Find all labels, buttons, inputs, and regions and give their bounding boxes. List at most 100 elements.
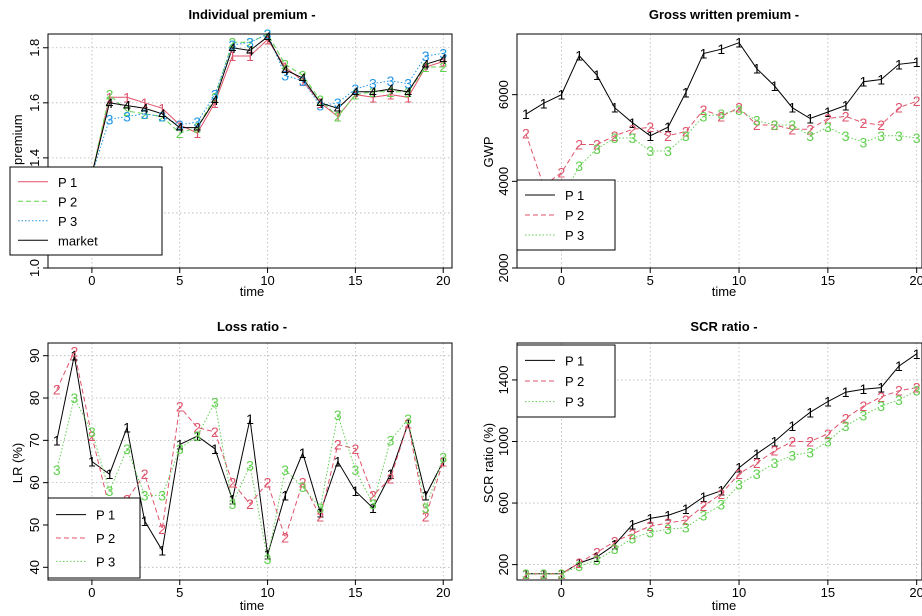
data-point-marker: 3: [70, 390, 78, 406]
y-tick-label: 4000: [496, 167, 511, 196]
data-point-marker: 3: [176, 441, 184, 457]
x-tick-label: 0: [558, 273, 565, 288]
data-point-marker: 1: [158, 100, 166, 116]
data-point-marker: 3: [281, 67, 289, 83]
data-point-marker: 2: [351, 87, 359, 103]
data-point-marker: 1: [664, 507, 672, 523]
data-point-marker: 2: [316, 92, 324, 108]
panel-2-ylabel: GWP: [481, 136, 496, 167]
data-point-marker: 1: [771, 78, 779, 94]
data-point-marker: 2: [859, 115, 867, 131]
data-point-marker: 2: [246, 496, 254, 512]
panel-4-title: SCR ratio -: [690, 319, 757, 334]
data-point-marker: 3: [404, 411, 412, 427]
data-point-marker: 1: [369, 89, 377, 105]
data-point-marker: 1: [913, 346, 921, 362]
data-point-marker: 3: [629, 530, 637, 546]
data-point-marker: 2: [88, 428, 96, 444]
panel-4-xlabel: time: [712, 598, 737, 613]
data-point-marker: 1: [593, 549, 601, 565]
data-point-marker: 2: [895, 383, 903, 399]
y-tick-label: 1.6: [27, 94, 42, 112]
data-point-marker: 2: [540, 566, 548, 582]
x-tick-label: 20: [909, 273, 922, 288]
data-point-marker: 2: [522, 566, 530, 582]
data-point-marker: 2: [806, 121, 814, 137]
x-tick-label: 10: [260, 273, 274, 288]
y-tick-label: 80: [27, 391, 42, 405]
data-point-marker: 1: [316, 95, 324, 111]
data-point-marker: 2: [387, 84, 395, 100]
data-point-marker: 3: [53, 462, 61, 478]
data-point-marker: 3: [842, 128, 850, 144]
data-point-marker: 1: [753, 446, 761, 462]
panel-2-xlabel: time: [712, 284, 737, 299]
legend: P 1 P 2 P 3: [516, 344, 616, 418]
data-point-marker: 3: [859, 407, 867, 423]
data-point-marker: 3: [299, 479, 307, 495]
y-tick-label: 90: [27, 348, 42, 362]
data-point-marker: 3: [700, 507, 708, 523]
data-point-marker: 2: [913, 93, 921, 109]
y-tick-label: 1.8: [27, 39, 42, 57]
x-tick-label: 10: [732, 273, 746, 288]
data-point-marker: 2: [53, 382, 61, 398]
data-point-marker: 1: [106, 89, 114, 105]
y-tick-label: 200: [496, 554, 511, 576]
data-point-marker: 2: [771, 117, 779, 133]
y-tick-label: 1.4: [27, 149, 42, 167]
data-point-marker: 3: [859, 134, 867, 150]
data-point-marker: 3: [369, 496, 377, 512]
data-point-marker: 3: [246, 34, 254, 50]
data-point-marker: 1: [229, 48, 237, 64]
series-line-p-1: [525, 42, 917, 137]
data-point-marker: 1: [193, 428, 201, 444]
data-point-marker: 4: [211, 92, 219, 108]
data-point-marker: 2: [158, 109, 166, 125]
data-point-marker: 2: [281, 56, 289, 72]
data-point-marker: 3: [422, 500, 430, 516]
x-tick-label: 15: [821, 273, 835, 288]
data-point-marker: 1: [575, 48, 583, 64]
data-point-marker: 2: [717, 108, 725, 124]
data-point-marker: 2: [682, 124, 690, 140]
data-point-marker: 1: [387, 87, 395, 103]
data-point-marker: 2: [229, 475, 237, 491]
data-point-marker: 1: [316, 504, 324, 520]
panel-2-title: Gross written premium -: [649, 7, 799, 22]
data-point-marker: 2: [351, 441, 359, 457]
data-point-marker: 1: [522, 106, 530, 122]
data-point-marker: 4: [193, 120, 201, 136]
data-point-marker: 1: [229, 492, 237, 508]
legend-label: P 1: [96, 508, 115, 523]
data-point-marker: 4: [316, 95, 324, 111]
data-point-marker: 2: [316, 509, 324, 525]
data-point-marker: 2: [369, 84, 377, 100]
data-point-marker: 1: [334, 454, 342, 470]
x-tick-label: 15: [348, 585, 362, 600]
data-point-marker: 3: [646, 143, 654, 159]
data-point-marker: 1: [842, 98, 850, 114]
data-point-marker: 3: [141, 487, 149, 503]
data-point-marker: 4: [351, 84, 359, 100]
data-point-marker: 3: [664, 143, 672, 159]
data-point-marker: 3: [316, 500, 324, 516]
data-point-marker: 1: [193, 125, 201, 141]
data-point-marker: 1: [877, 380, 885, 396]
data-point-marker: 1: [611, 537, 619, 553]
data-point-marker: 1: [158, 542, 166, 558]
data-point-marker: 3: [682, 128, 690, 144]
data-point-marker: 4: [281, 62, 289, 78]
data-point-marker: 1: [522, 566, 530, 582]
data-point-marker: 3: [229, 37, 237, 53]
legend: P 1 P 2 P 3: [516, 179, 616, 251]
data-point-marker: 2: [877, 389, 885, 405]
data-point-marker: 3: [106, 483, 114, 499]
data-point-marker: 2: [842, 410, 850, 426]
data-point-marker: 4: [246, 43, 254, 59]
data-point-marker: 1: [176, 117, 184, 133]
data-point-marker: 1: [771, 433, 779, 449]
data-point-marker: 3: [771, 455, 779, 471]
data-point-marker: 2: [439, 454, 447, 470]
